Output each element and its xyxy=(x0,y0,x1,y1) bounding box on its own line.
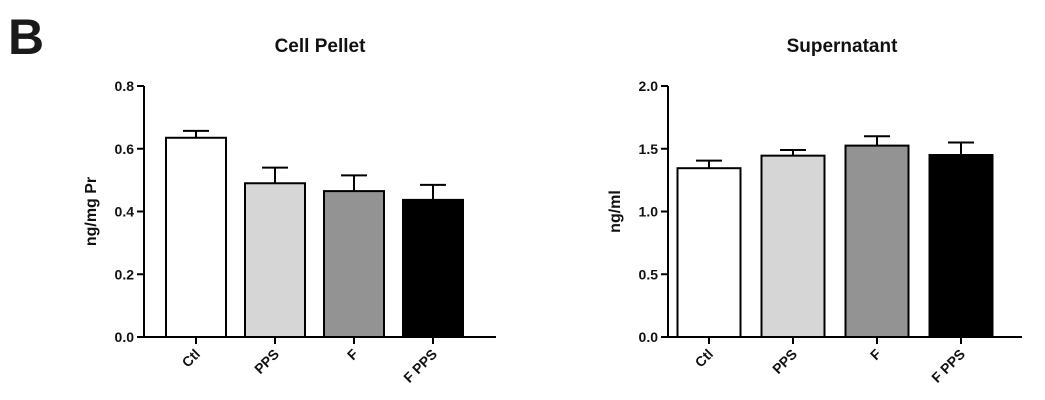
chart-title: Cell Pellet xyxy=(275,36,366,57)
y-axis-label: ng/ml xyxy=(607,190,624,233)
y-tick-label: 2.0 xyxy=(639,78,659,94)
y-tick-label: 0.5 xyxy=(639,266,659,282)
chart-title: Supernatant xyxy=(787,36,899,57)
y-tick-label: 0.2 xyxy=(115,266,135,282)
y-tick-label: 0.4 xyxy=(115,204,135,220)
supernatant-chart: Supernatant ng/ml Ctl PPS F F PPS 0.0 0.5 1.0 1.5… xyxy=(607,36,1022,386)
x-tick-label-f-pps: F PPS xyxy=(400,346,440,386)
bar-pps xyxy=(244,182,306,338)
x-tick-label-f-pps: F PPS xyxy=(928,346,968,386)
y-tick-label: 0.8 xyxy=(115,78,135,94)
x-tick-label-pps: PPS xyxy=(251,346,282,377)
y-tick-label: 1.0 xyxy=(639,204,659,220)
x-tick-label-f: F xyxy=(344,345,362,363)
panel-label: B xyxy=(8,9,44,65)
bar-f-pps xyxy=(928,154,994,338)
y-axis-label: ng/mg Pr xyxy=(83,177,100,246)
bar-f-pps xyxy=(402,198,464,338)
bar-ctl xyxy=(165,136,227,338)
bar-pps xyxy=(760,154,826,338)
y-tick-label: 0.6 xyxy=(115,141,135,157)
y-tick-label: 0.0 xyxy=(115,329,135,345)
x-tick-label-pps: PPS xyxy=(769,346,800,377)
x-tick-label-f: F xyxy=(867,345,885,363)
y-tick-label: 1.5 xyxy=(639,141,659,157)
bar-f xyxy=(323,190,385,338)
y-tick-label: 0.0 xyxy=(639,329,659,345)
cell-pellet-chart: Cell Pellet ng/mg Pr Ctl PPS F F PPS 0.0 0.2 0.4… xyxy=(83,36,496,386)
bar-ctl xyxy=(676,167,742,338)
x-tick-label-ctl: Ctl xyxy=(179,346,204,371)
x-tick-label-ctl: Ctl xyxy=(692,346,717,371)
bar-f xyxy=(844,144,910,338)
